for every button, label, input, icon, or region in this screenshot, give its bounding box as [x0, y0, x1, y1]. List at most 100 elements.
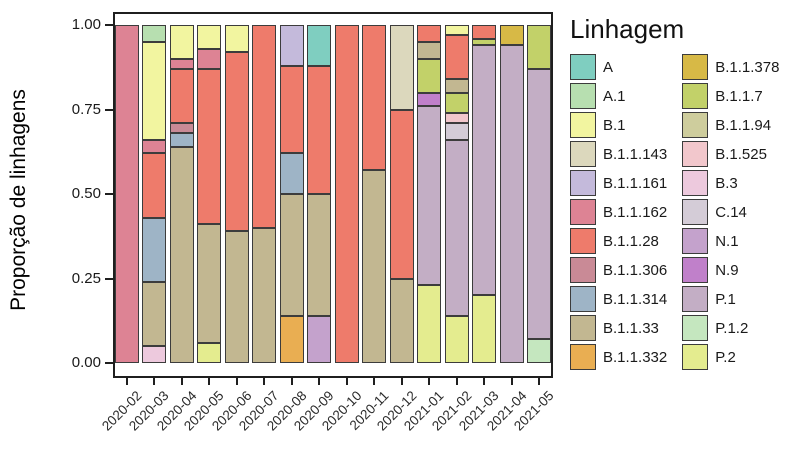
- y-tick-mark: [105, 193, 113, 195]
- legend-item-P.2: P.2: [682, 344, 779, 370]
- legend-item-N.9: N.9: [682, 257, 779, 283]
- legend-swatch-C.14: [682, 199, 709, 225]
- bar-segment-B.1.1.28: [472, 25, 497, 39]
- legend-swatch-N.1: [682, 228, 709, 254]
- bar-segment-B.1: [197, 25, 222, 49]
- y-tick-mark: [105, 24, 113, 26]
- bar-segment-P.1: [444, 139, 469, 316]
- legend-label: B.1.1.378: [715, 58, 780, 76]
- legend-label: B.1.1.162: [603, 203, 668, 221]
- bar-2020-08: [279, 25, 304, 363]
- legend-item-P.1: P.1: [682, 286, 779, 312]
- legend-swatch-B.1.1.306: [570, 257, 596, 283]
- legend-item-B.3: B.3: [682, 170, 779, 196]
- legend-column: A A.1 B.1 B.1.1.143 B.1.1.161 B.1.1.162 B.1.1.…: [570, 54, 667, 373]
- legend-label: C.14: [715, 203, 747, 221]
- bar-2020-09: [307, 25, 332, 363]
- legend-item-B.1: B.1: [570, 112, 667, 138]
- bar-segment-B.1.1.28: [307, 65, 332, 194]
- bar-2021-04: [499, 25, 524, 363]
- bar-segment-B.1.1.378: [499, 25, 524, 46]
- bar-2020-10: [334, 25, 359, 363]
- bar-segment-B.1: [224, 25, 249, 53]
- legend-swatch-B.1.1.161: [570, 170, 596, 196]
- legend-label: P.1: [715, 290, 736, 308]
- bar-segment-B.1.1.7: [417, 58, 442, 93]
- bar-segment-B.1: [444, 25, 469, 36]
- bar-segment-P.1: [499, 45, 524, 363]
- bar-segment-B.1.1.33: [169, 146, 194, 363]
- bar-2020-05: [197, 25, 222, 363]
- legend-item-N.1: N.1: [682, 228, 779, 254]
- bar-2020-12: [389, 25, 414, 363]
- legend-swatch-B.1.1.314: [570, 286, 596, 312]
- legend-swatch-B.3: [682, 170, 709, 196]
- bar-segment-P.2: [197, 342, 222, 363]
- bar-segment-B.1.1.161: [279, 25, 304, 66]
- bar-segment-B.1.1.28: [169, 68, 194, 123]
- y-tick-label: 0.00: [71, 354, 101, 371]
- x-tick-mark: [538, 378, 541, 385]
- bar-segment-B.1.1.28: [389, 109, 414, 279]
- bar-2020-04: [169, 25, 194, 363]
- bar-segment-N.9: [417, 92, 442, 107]
- legend-label: A: [603, 58, 614, 76]
- bar-segment-B.1.1.33: [252, 227, 277, 363]
- legend-swatch-B.1.1.162: [570, 199, 596, 225]
- x-tick-mark: [318, 378, 321, 385]
- legend-label: N.9: [715, 261, 739, 279]
- x-tick-mark: [400, 378, 403, 385]
- bar-segment-B.1.1.33: [142, 281, 167, 347]
- bar-2020-06: [224, 25, 249, 363]
- legend-label: B.1.1.143: [603, 145, 668, 163]
- legend-swatch-B.1.1.332: [570, 344, 596, 370]
- legend-item-B.1.1.161: B.1.1.161: [570, 170, 667, 196]
- x-tick-mark: [208, 378, 211, 385]
- legend-swatch-B.1.1.378: [682, 54, 709, 80]
- legend-label: B.1.1.306: [603, 261, 668, 279]
- bar-segment-B.1.1.143: [389, 25, 414, 110]
- bar-segment-B.1.1.33: [362, 170, 387, 363]
- bar-segment-B.1.1.28: [279, 65, 304, 154]
- legend: Linhagem A A.1 B.1 B.1.1.143 B.1.1.161 B.1.1.…: [570, 14, 794, 373]
- bar-segment-N.1: [307, 315, 332, 363]
- x-tick-mark: [345, 378, 348, 385]
- x-tick-mark: [483, 378, 486, 385]
- legend-label: B.1.1.94: [715, 116, 772, 134]
- legend-item-B.1.1.7: B.1.1.7: [682, 83, 779, 109]
- bar-segment-B.1.1.314: [142, 217, 167, 282]
- legend-swatch-B.1.1.7: [682, 83, 709, 109]
- y-tick-label: 0.50: [71, 185, 101, 202]
- x-tick-mark: [153, 378, 156, 385]
- bar-segment-B.1: [169, 25, 194, 59]
- bar-segment-B.1.1.28: [444, 35, 469, 80]
- x-tick-mark: [455, 378, 458, 385]
- legend-item-B.1.1.162: B.1.1.162: [570, 199, 667, 225]
- bar-2021-02: [444, 25, 469, 363]
- legend-label: P.1.2: [715, 319, 749, 337]
- bar-segment-P.2: [472, 295, 497, 363]
- bar-segment-B.1.1.28: [224, 52, 249, 232]
- legend-swatch-B.1: [570, 112, 596, 138]
- legend-swatch-B.1.1.33: [570, 315, 596, 341]
- legend-label: A.1: [603, 87, 626, 105]
- legend-swatch-N.9: [682, 257, 709, 283]
- bar-segment-B.1.1.7: [472, 38, 497, 46]
- stacked-bars-area: [113, 25, 553, 363]
- legend-swatch-A: [570, 54, 596, 80]
- bar-segment-P.2: [417, 285, 442, 363]
- legend-label: B.1.1.33: [603, 319, 659, 337]
- bar-segment-P.1: [527, 68, 552, 340]
- bar-segment-B.1.1.28: [334, 25, 359, 363]
- bar-segment-B.1.1.33: [307, 193, 332, 316]
- legend-item-A.1: A.1: [570, 83, 667, 109]
- bar-segment-B.1.1.314: [169, 133, 194, 147]
- legend-swatch-B.1.525: [682, 141, 709, 167]
- bar-2020-07: [252, 25, 277, 363]
- y-axis-title: Proporção de linhagens: [7, 89, 30, 311]
- y-tick-label: 0.75: [71, 100, 101, 118]
- y-tick-label: 0.25: [71, 269, 101, 287]
- bar-segment-B.1: [142, 41, 167, 140]
- legend-item-B.1.525: B.1.525: [682, 141, 779, 167]
- bar-segment-P.2: [444, 315, 469, 363]
